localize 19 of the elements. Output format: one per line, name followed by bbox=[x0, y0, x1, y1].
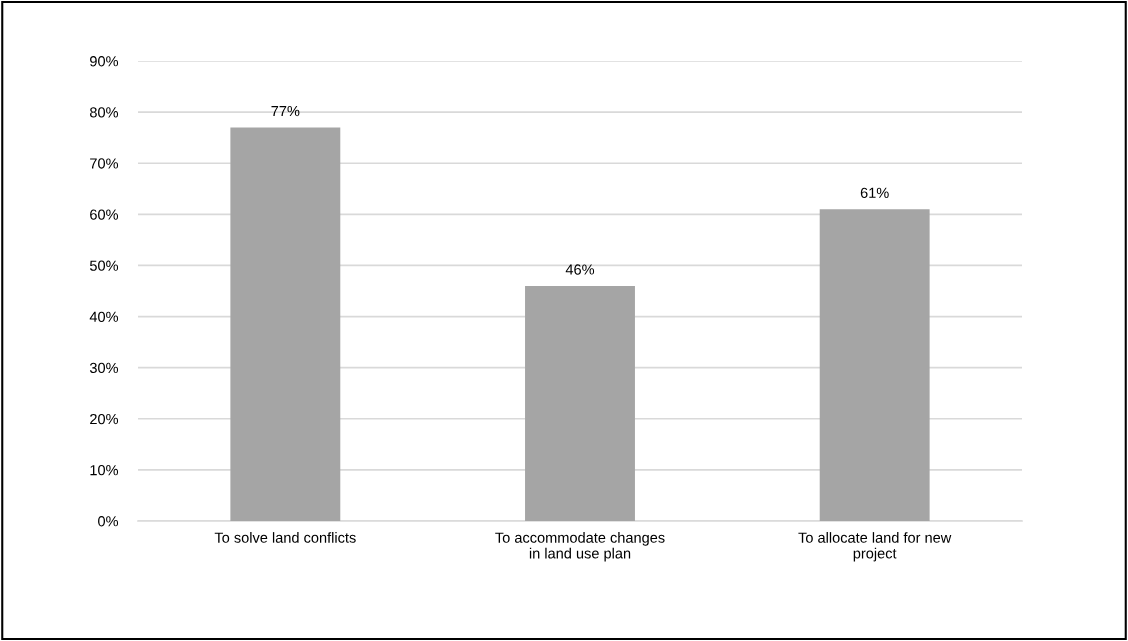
y-tick-label: 80% bbox=[90, 107, 119, 118]
y-tick-label: 90% bbox=[90, 56, 119, 67]
bar bbox=[230, 127, 341, 521]
y-tick-label: 10% bbox=[90, 464, 119, 476]
data-label: 61% bbox=[860, 187, 889, 199]
y-tick-label: 40% bbox=[89, 311, 119, 322]
y-tick-label: 50% bbox=[89, 260, 119, 271]
x-tick-label: To allocate land for new project bbox=[798, 532, 952, 562]
y-tick-label: 60% bbox=[90, 209, 119, 220]
bar bbox=[525, 285, 635, 521]
x-tick-label: To accommodate changes in land use plan bbox=[495, 532, 665, 562]
y-tick-label: 30% bbox=[89, 362, 119, 374]
y-tick-label: 0% bbox=[98, 516, 119, 527]
x-tick-label: To solve land conflicts bbox=[214, 532, 356, 543]
data-label: 46% bbox=[565, 264, 595, 275]
data-label: 77% bbox=[271, 105, 300, 117]
y-tick-label: 20% bbox=[90, 413, 119, 425]
y-tick-label: 70% bbox=[90, 158, 119, 169]
bar bbox=[819, 209, 930, 521]
